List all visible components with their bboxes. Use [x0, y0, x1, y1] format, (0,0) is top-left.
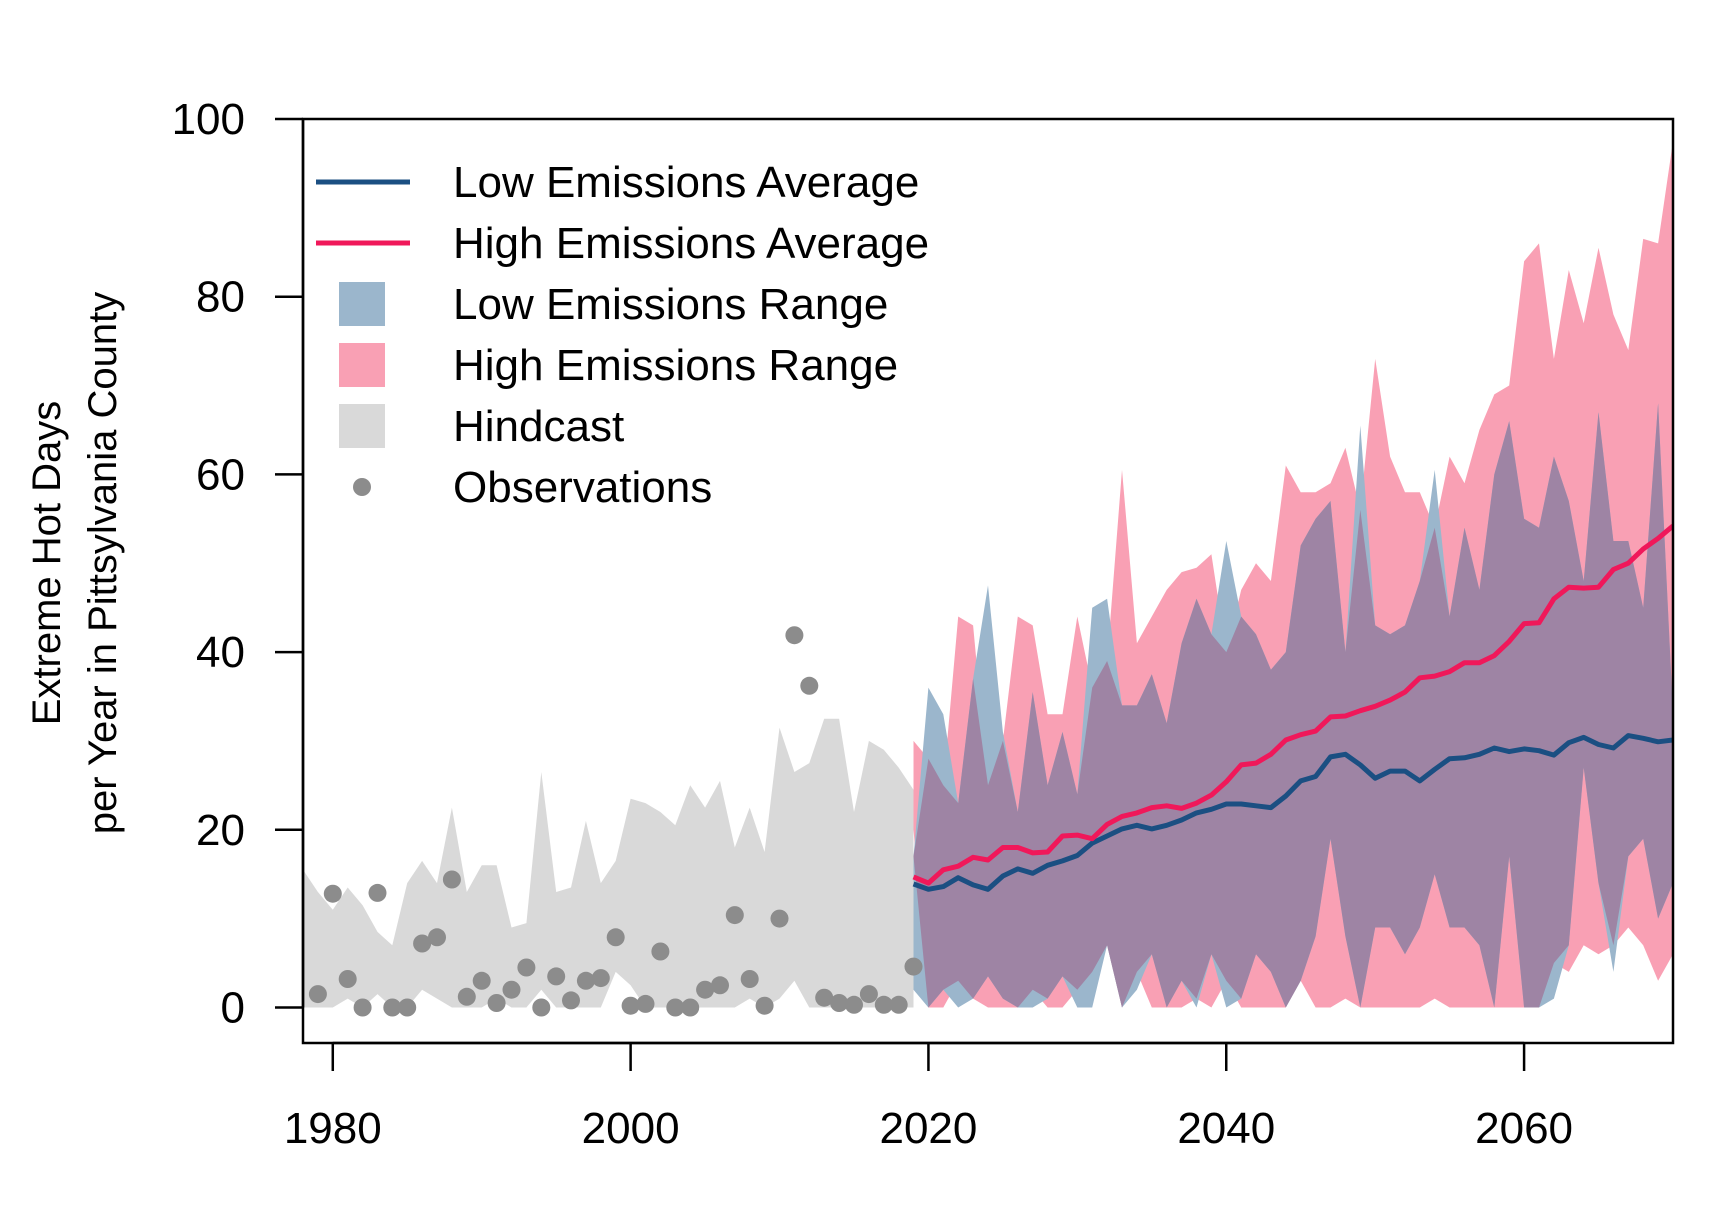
observation-point: [591, 969, 610, 988]
legend-observations: Observations: [353, 463, 712, 512]
legend: Low Emissions Average High Emissions Aver…: [316, 158, 929, 512]
legend-hindcast: Hindcast: [339, 402, 624, 451]
y-tick-label: 40: [196, 628, 245, 677]
observation-point: [442, 870, 461, 889]
observation-point: [383, 998, 402, 1017]
observation-point: [800, 676, 819, 695]
y-tick-label: 0: [221, 983, 245, 1032]
observation-point: [770, 909, 789, 928]
legend-label: High Emissions Range: [453, 341, 898, 390]
observation-point: [353, 998, 372, 1017]
observation-point: [606, 928, 625, 947]
observation-point: [740, 970, 759, 988]
observation-point: [815, 988, 834, 1007]
y-tick-label: 20: [196, 806, 245, 855]
legend-label: Observations: [453, 463, 712, 512]
observation-point: [457, 987, 476, 1006]
observation-point: [845, 995, 863, 1014]
observation-point: [338, 970, 357, 988]
observation-point: [830, 994, 849, 1012]
x-tick-label: 2020: [879, 1104, 977, 1153]
observation-point: [904, 957, 923, 976]
observation-point: [755, 996, 774, 1015]
legend-low-emissions-average: Low Emissions Average: [316, 158, 919, 207]
legend-fill-swatch: [339, 343, 385, 387]
y-axis-label-line1: Extreme Hot Days: [25, 401, 69, 726]
observation-point: [502, 980, 521, 999]
legend-low-emissions-range: Low Emissions Range: [339, 280, 888, 329]
x-tick-label: 2040: [1177, 1104, 1275, 1153]
legend-point-swatch: [353, 478, 371, 496]
observation-point: [681, 998, 700, 1017]
observation-point: [428, 928, 446, 947]
legend-fill-swatch: [339, 282, 385, 326]
range-overlap-band: [913, 403, 1673, 1008]
observation-point: [651, 942, 670, 961]
observation-point: [308, 985, 327, 1004]
observation-point: [859, 985, 878, 1004]
observation-point: [889, 995, 908, 1014]
y-tick-label: 100: [172, 95, 245, 144]
observation-point: [323, 884, 342, 903]
x-tick-label: 1980: [284, 1104, 382, 1153]
observation-point: [725, 906, 744, 925]
legend-fill-swatch: [339, 404, 385, 448]
observation-point: [636, 994, 655, 1013]
observation-point: [398, 998, 417, 1017]
observation-point: [368, 883, 387, 902]
y-axis-label-line2: per Year in Pittsylvania County: [81, 292, 125, 835]
low-emissions-average-line: [912, 733, 1673, 892]
observation-point: [562, 991, 580, 1010]
y-tick-label: 80: [196, 273, 245, 322]
legend-high-emissions-average: High Emissions Average: [316, 219, 929, 268]
x-tick-label: 2060: [1475, 1104, 1573, 1153]
observation-point: [576, 971, 595, 990]
y-tick-label: 60: [196, 450, 245, 499]
plot-content: [303, 141, 1673, 1017]
observation-point: [666, 998, 685, 1017]
observation-point: [413, 934, 432, 953]
observation-point: [517, 958, 536, 977]
observation-point: [487, 994, 506, 1012]
observation-point: [532, 998, 551, 1017]
legend-label: High Emissions Average: [453, 219, 929, 268]
observation-point: [547, 967, 566, 986]
observation-point: [711, 976, 729, 995]
legend-label: Low Emissions Range: [453, 280, 888, 329]
observation-point: [621, 996, 640, 1015]
plot-area: [303, 141, 1673, 1017]
observation-point: [472, 971, 491, 990]
observation-point: [696, 980, 715, 999]
observation-point: [785, 626, 804, 645]
observation-point: [874, 995, 893, 1014]
legend-label: Hindcast: [453, 402, 624, 451]
legend-label: Low Emissions Average: [453, 158, 919, 207]
high-emissions-average-line: [912, 523, 1673, 886]
hindcast-band: [303, 718, 914, 1008]
legend-high-emissions-range: High Emissions Range: [339, 341, 898, 390]
x-tick-label: 2000: [582, 1104, 680, 1153]
